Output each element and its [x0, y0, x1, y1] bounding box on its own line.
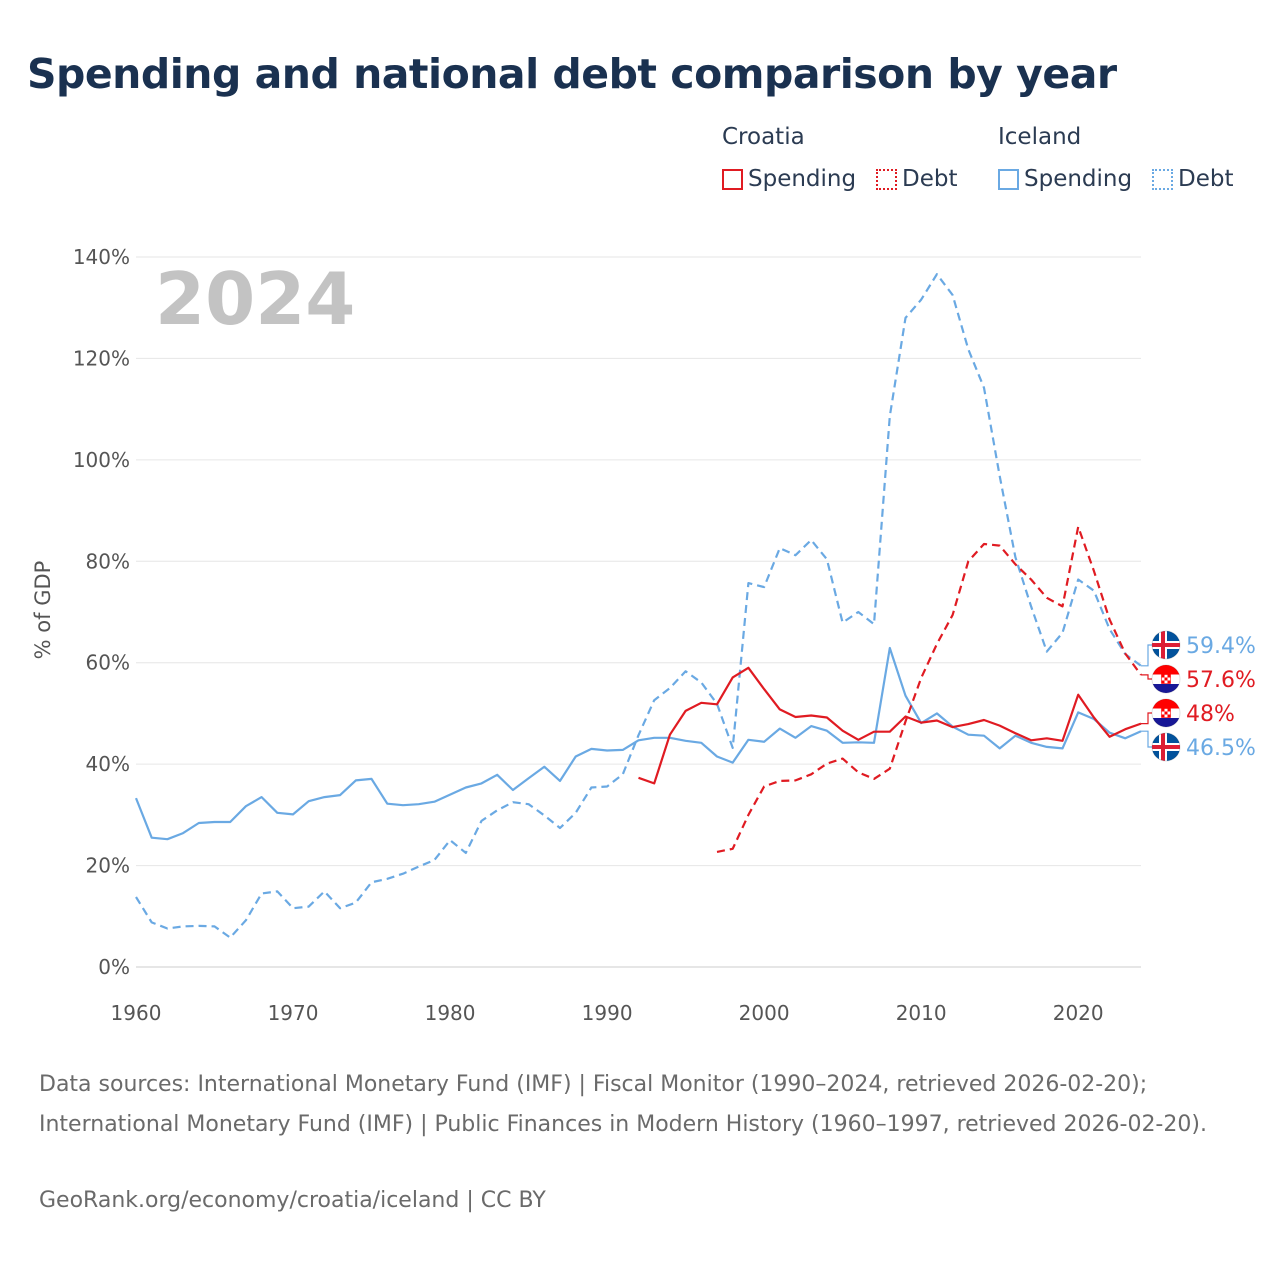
flag-stripe-blue	[1152, 718, 1180, 727]
end-value-label: 57.6%	[1186, 668, 1256, 693]
y-tick-label: 140%	[73, 245, 130, 269]
y-tick-label: 20%	[86, 854, 130, 878]
solid-line-swatch-icon	[998, 168, 1019, 190]
legend-iceland-debt-label: Debt	[1178, 166, 1234, 192]
flag-body	[1152, 699, 1180, 727]
flag-checker	[1161, 680, 1165, 684]
legend-iceland: Iceland Spending Debt	[998, 124, 1268, 204]
flag-checker	[1161, 711, 1165, 715]
flag-body	[1152, 733, 1180, 761]
legend-iceland-spending[interactable]: Spending	[998, 166, 1132, 192]
y-tick-label: 0%	[98, 955, 130, 979]
flag-checker	[1164, 677, 1168, 681]
flag-ring	[1151, 732, 1181, 762]
x-tick-label: 2010	[896, 1001, 947, 1025]
legend-iceland-spending-label: Spending	[1024, 166, 1133, 192]
legend-croatia-spending-label: Spending	[748, 166, 857, 192]
end-value-label: 46.5%	[1186, 736, 1256, 761]
flag-cross-red-v	[1161, 733, 1165, 761]
y-axis: 0% 20% 40% 60% 80% 100% 120% 140%	[73, 245, 130, 979]
croatia-flag-icon	[1151, 698, 1181, 728]
end-labels: 59.4% 57.6% 48% 46.5%	[1141, 630, 1256, 762]
line-chart: 2024 0% 20% 40% 60% 80% 100% 120% 140% 1960 1970…	[31, 245, 1256, 1025]
flag-stripe-red	[1152, 665, 1180, 675]
y-tick-label: 60%	[86, 651, 130, 675]
flag-stripe-blue	[1152, 684, 1180, 693]
end-label-connector	[1141, 730, 1152, 748]
flag-checker	[1167, 708, 1171, 712]
y-tick-label: 80%	[86, 549, 130, 573]
flag-checker	[1167, 714, 1171, 718]
x-tick-label: 1990	[582, 1001, 633, 1025]
legend-croatia-debt[interactable]: Debt	[876, 166, 957, 192]
flag-stripe-red	[1152, 699, 1180, 709]
flag-checker	[1167, 711, 1171, 715]
dotted-line-swatch-icon	[1152, 168, 1173, 190]
flag-checker	[1161, 677, 1165, 681]
flag-body	[1152, 631, 1180, 659]
dotted-line-swatch-icon	[876, 168, 897, 190]
year-watermark: 2024	[155, 257, 355, 341]
flag-checker	[1167, 677, 1171, 681]
end-label-connector	[1141, 644, 1152, 667]
x-tick-label: 1970	[268, 1001, 319, 1025]
iceland-flag-icon	[1151, 732, 1181, 762]
flag-cross-red-h	[1152, 643, 1180, 647]
flag-body	[1152, 665, 1180, 693]
y-tick-label: 120%	[73, 346, 130, 370]
series-line-croatia-debt[interactable]	[716, 525, 1142, 853]
legend-croatia-label: Croatia	[722, 124, 805, 150]
flag-checker	[1161, 708, 1165, 712]
x-tick-label: 1960	[111, 1001, 162, 1025]
y-axis-label: % of GDP	[31, 561, 55, 660]
x-tick-label: 2020	[1053, 1001, 1104, 1025]
croatia-flag-icon	[1151, 664, 1181, 694]
grid	[136, 256, 1141, 968]
chart-title: Spending and national debt comparison by…	[27, 50, 1117, 98]
x-axis: 1960 1970 1980 1990 2000 2010 2020	[111, 1001, 1104, 1025]
legend-croatia: Croatia Spending Debt	[722, 124, 982, 204]
end-value-label: 59.4%	[1186, 634, 1256, 659]
flag-checker	[1167, 674, 1171, 678]
legend-iceland-debt[interactable]: Debt	[1152, 166, 1233, 192]
series-line-croatia-spending[interactable]	[638, 666, 1142, 785]
y-tick-label: 100%	[73, 448, 130, 472]
flag-checker	[1167, 680, 1171, 684]
flag-checker	[1164, 714, 1168, 718]
credit-link[interactable]: GeoRank.org/economy/croatia/iceland | CC…	[39, 1188, 546, 1213]
flag-ring	[1151, 664, 1181, 694]
legend-iceland-label: Iceland	[998, 124, 1082, 150]
flag-checker	[1161, 674, 1165, 678]
flag-shield-outline	[1161, 708, 1171, 718]
flag-ring	[1151, 630, 1181, 660]
flag-ring	[1151, 698, 1181, 728]
end-label-connector	[1141, 712, 1152, 725]
x-tick-label: 1980	[425, 1001, 476, 1025]
series-line-iceland-spending[interactable]	[134, 646, 1142, 841]
y-tick-label: 40%	[86, 752, 130, 776]
flag-checker	[1161, 714, 1165, 718]
series-line-iceland-debt[interactable]	[135, 273, 1142, 939]
flag-shield-outline	[1161, 674, 1171, 684]
flag-checker	[1164, 680, 1168, 684]
series-layer	[134, 273, 1142, 939]
flag-checker	[1164, 711, 1168, 715]
end-value-label: 48%	[1186, 702, 1235, 727]
x-tick-label: 2000	[739, 1001, 790, 1025]
flag-cross-red-v	[1161, 631, 1165, 659]
flag-checker	[1164, 708, 1168, 712]
legend-croatia-spending[interactable]: Spending	[722, 166, 856, 192]
end-label-connector	[1141, 674, 1152, 680]
flag-cross-red-h	[1152, 745, 1180, 749]
legend-croatia-debt-label: Debt	[902, 166, 958, 192]
iceland-flag-icon	[1151, 630, 1181, 660]
solid-line-swatch-icon	[722, 168, 743, 190]
data-sources: Data sources: International Monetary Fun…	[39, 1072, 1207, 1137]
flag-checker	[1164, 674, 1168, 678]
